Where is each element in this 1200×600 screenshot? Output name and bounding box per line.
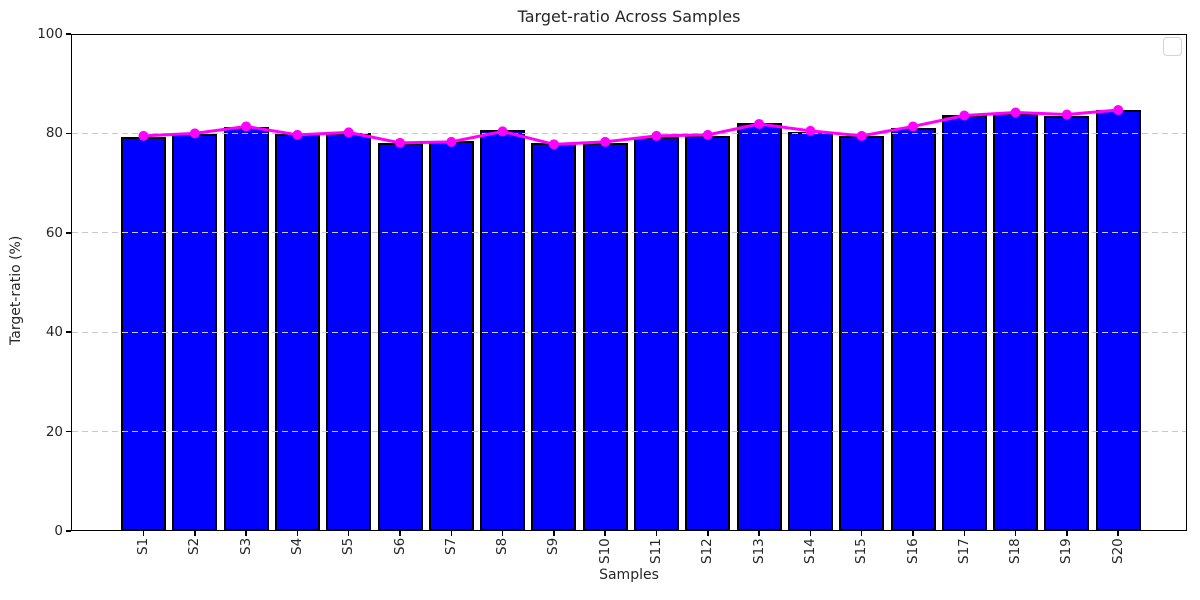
x-tick-S13 [758,531,760,536]
x-axis-label: Samples [599,567,659,583]
bar-S13 [736,123,782,531]
bar-S10 [582,142,628,531]
x-tick-label-S5: S5 [340,537,357,555]
x-tick-S10 [604,531,606,536]
x-tick-S17 [963,531,966,536]
x-tick-S15 [860,531,863,536]
x-tick-label-S11: S11 [648,538,664,564]
x-tick-label-S18: S18 [1007,538,1024,564]
chart-title: Target-ratio Across Samples [517,7,741,26]
bar-S12 [685,135,731,531]
x-tick-S18 [1014,531,1017,536]
bar-S1 [121,136,166,531]
x-tick-label-S13: S13 [750,538,767,564]
bar-S17 [941,115,987,531]
bar-S20 [1095,109,1141,531]
x-tick-S11 [655,531,658,536]
x-tick-S3 [245,531,247,536]
x-tick-label-S3: S3 [237,537,254,555]
y-tick-label-80: 80 [45,125,63,142]
x-tick-S20 [1117,531,1119,536]
x-tick-label-S9: S9 [545,537,562,555]
x-tick-label-S4: S4 [288,537,305,555]
x-tick-S4 [296,531,299,536]
bar-S16 [890,127,936,531]
x-tick-S6 [399,531,401,536]
bar-S11 [634,136,679,531]
y-tick-20 [66,430,71,433]
x-tick-label-S17: S17 [955,538,972,564]
x-tick-label-S15: S15 [853,538,870,564]
bar-S8 [480,130,526,531]
x-tick-S9 [553,531,555,536]
x-tick-S12 [707,531,709,536]
x-tick-S5 [347,531,350,536]
x-tick-label-S8: S8 [494,537,511,555]
gridline-20 [72,431,1186,433]
x-tick-label-S16: S16 [904,538,921,564]
x-tick-label-S7: S7 [442,537,459,555]
bar-S14 [787,131,833,531]
y-tick-0 [66,530,71,532]
y-tick-label-60: 60 [45,224,63,241]
x-tick-label-S2: S2 [186,537,203,555]
y-tick-label-20: 20 [45,423,63,440]
x-tick-S14 [809,531,812,536]
gridline-40 [72,331,1186,333]
y-tick-label-40: 40 [45,324,63,341]
bar-S2 [172,134,218,531]
x-tick-label-S1: S1 [135,537,151,555]
y-tick-100 [66,33,71,35]
x-tick-label-S12: S12 [699,538,716,564]
x-tick-S8 [501,531,504,536]
x-tick-label-S14: S14 [801,538,818,564]
gridline-60 [72,232,1186,234]
bar-S3 [223,127,269,531]
y-tick-80 [66,132,71,135]
bar-S6 [377,143,423,531]
x-tick-S19 [1066,531,1068,536]
x-tick-S1 [142,531,145,536]
x-tick-S2 [194,531,196,536]
bar-S9 [531,143,577,531]
y-tick-label-100: 100 [37,26,63,42]
bar-S18 [993,112,1039,531]
x-tick-label-S6: S6 [391,537,408,555]
legend-box [1163,37,1182,56]
bar-S19 [1044,115,1090,531]
x-tick-label-S20: S20 [1109,538,1126,564]
y-tick-40 [66,331,71,333]
x-tick-label-S10: S10 [596,538,613,564]
y-tick-label-0: 0 [54,523,63,539]
x-tick-label-S19: S19 [1058,538,1075,564]
bar-S4 [274,134,320,531]
bar-S7 [428,140,474,531]
x-tick-S16 [912,531,914,536]
bar-S15 [839,135,885,531]
x-tick-S7 [450,531,453,536]
y-tick-60 [66,232,71,234]
